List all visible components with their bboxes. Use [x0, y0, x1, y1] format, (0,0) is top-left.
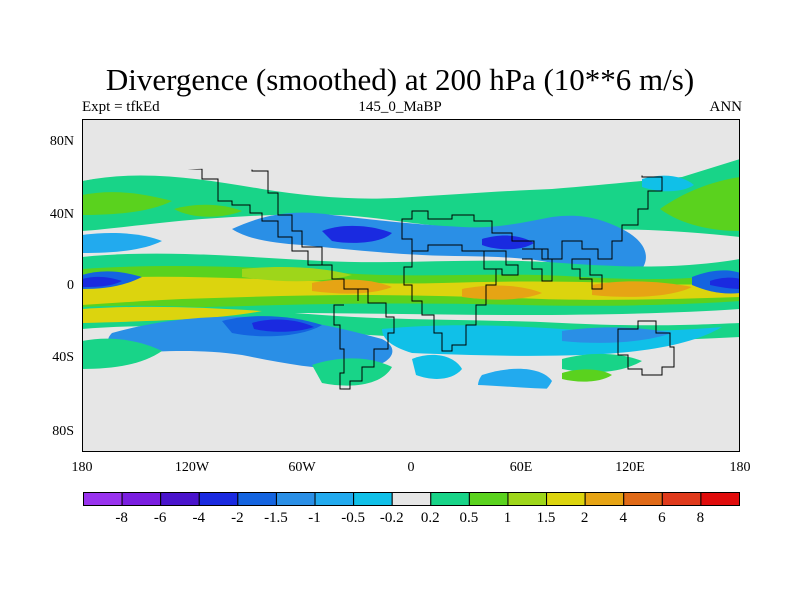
colorbar-swatch [83, 492, 123, 506]
colorbar-swatch [237, 492, 277, 506]
field-equator-deep-blue-west [82, 276, 122, 287]
field-south-green-mid [312, 358, 392, 386]
lat-tick-40s: 40S [52, 350, 74, 365]
colorbar-swatch [546, 492, 586, 506]
field-nh-interior-gray [82, 119, 740, 181]
coast-arabia [484, 250, 519, 276]
colorbar-label: -1 [308, 510, 321, 526]
coast-australia [617, 320, 675, 376]
colorbar-label: 8 [696, 510, 705, 526]
colorbar-swatch [623, 492, 663, 506]
colorbar-swatch [468, 492, 509, 506]
coast-india [522, 248, 553, 282]
colorbar-label: -0.2 [379, 510, 404, 526]
colorbar [83, 492, 740, 506]
field-north-deep-blue [322, 225, 392, 243]
field-tropic-yellow-2 [242, 267, 352, 282]
field-north-lime-patch [82, 192, 172, 215]
field-north-lime-patch-2 [174, 204, 242, 217]
colorbar-swatch [507, 492, 548, 506]
colorbar-swatch [700, 492, 740, 506]
lon-tick-120e: 120E [615, 460, 645, 475]
field-south-blue-east [562, 327, 672, 343]
colorbar-label: -2 [231, 510, 244, 526]
map-border [82, 119, 740, 452]
field-tropic-yellow [82, 276, 740, 305]
field-atlantic-blue [82, 233, 162, 253]
field-tropic-orange-east [592, 281, 692, 297]
lon-tick-0: 0 [407, 460, 415, 475]
field-south-cyan-patch-2 [412, 354, 462, 379]
coast-se-asia [571, 258, 603, 290]
colorbar-swatch [353, 492, 393, 506]
colorbar-label: 0.2 [420, 510, 440, 526]
colorbar-label: -6 [153, 510, 167, 526]
lon-tick-180e: 180 [729, 460, 751, 475]
colorbar-label: 4 [619, 510, 627, 526]
lat-tick-80n: 80N [49, 134, 74, 149]
plot-title: Divergence (smoothed) at 200 hPa (10**6 … [105, 62, 695, 97]
map-svg [82, 119, 740, 452]
colorbar-label: 2 [580, 510, 589, 526]
lon-tick-180w: 180 [71, 460, 93, 475]
lon-tick-60w: 60W [288, 460, 316, 475]
colorbar-swatch [275, 492, 316, 506]
field-tropic-orange-atl [312, 279, 392, 294]
field-south-yellow-band [82, 306, 262, 323]
colorbar-swatch [430, 492, 470, 506]
colorbar-swatch [584, 492, 625, 506]
field-equator-deep-blue-east [710, 277, 740, 289]
field-sh-interior-gray [82, 371, 740, 452]
colorbar-label: 1.5 [536, 510, 556, 526]
field-south-darkest-blue [252, 319, 314, 332]
lon-tick-120w: 120W [174, 460, 210, 475]
field-south-blue-band [108, 316, 393, 370]
colorbar-label: 0.5 [459, 510, 479, 526]
divergence-map [82, 119, 740, 452]
colorbar-swatch [391, 492, 432, 506]
field-north-deep-blue-2 [482, 235, 534, 250]
field-south-green-pac [562, 353, 642, 373]
coast-africa [403, 244, 497, 352]
colorbar-swatch [121, 492, 162, 506]
colorbar-label: 6 [658, 510, 666, 526]
colorbar-swatch [160, 492, 200, 506]
colorbar-label: -8 [115, 510, 128, 526]
field-south-lime-east [562, 369, 612, 382]
season-label: ANN [709, 99, 743, 115]
field-south-green-west [82, 338, 162, 369]
colorbar-swatch [314, 492, 355, 506]
lon-tick-60e: 60E [509, 460, 533, 475]
lat-tick-40n: 40N [49, 207, 74, 222]
period-label: 145_0_MaBP [358, 99, 442, 115]
colorbar-swatch [661, 492, 702, 506]
colorbar-label: 1 [503, 510, 512, 526]
colorbar-label: -4 [192, 510, 206, 526]
lat-tick-0: 0 [67, 278, 74, 293]
lat-tick-80s: 80S [52, 424, 74, 439]
coast-south-america [333, 288, 395, 390]
experiment-label: Expt = tfkEd [82, 99, 160, 115]
field-tropic-orange-ind [462, 285, 542, 300]
colorbar-label: -0.5 [341, 510, 365, 526]
field-pacific-lime-ne [660, 177, 740, 231]
colorbar-label: -1.5 [264, 510, 288, 526]
field-nw-cyan-patch [642, 175, 694, 192]
colorbar-swatch [198, 492, 239, 506]
